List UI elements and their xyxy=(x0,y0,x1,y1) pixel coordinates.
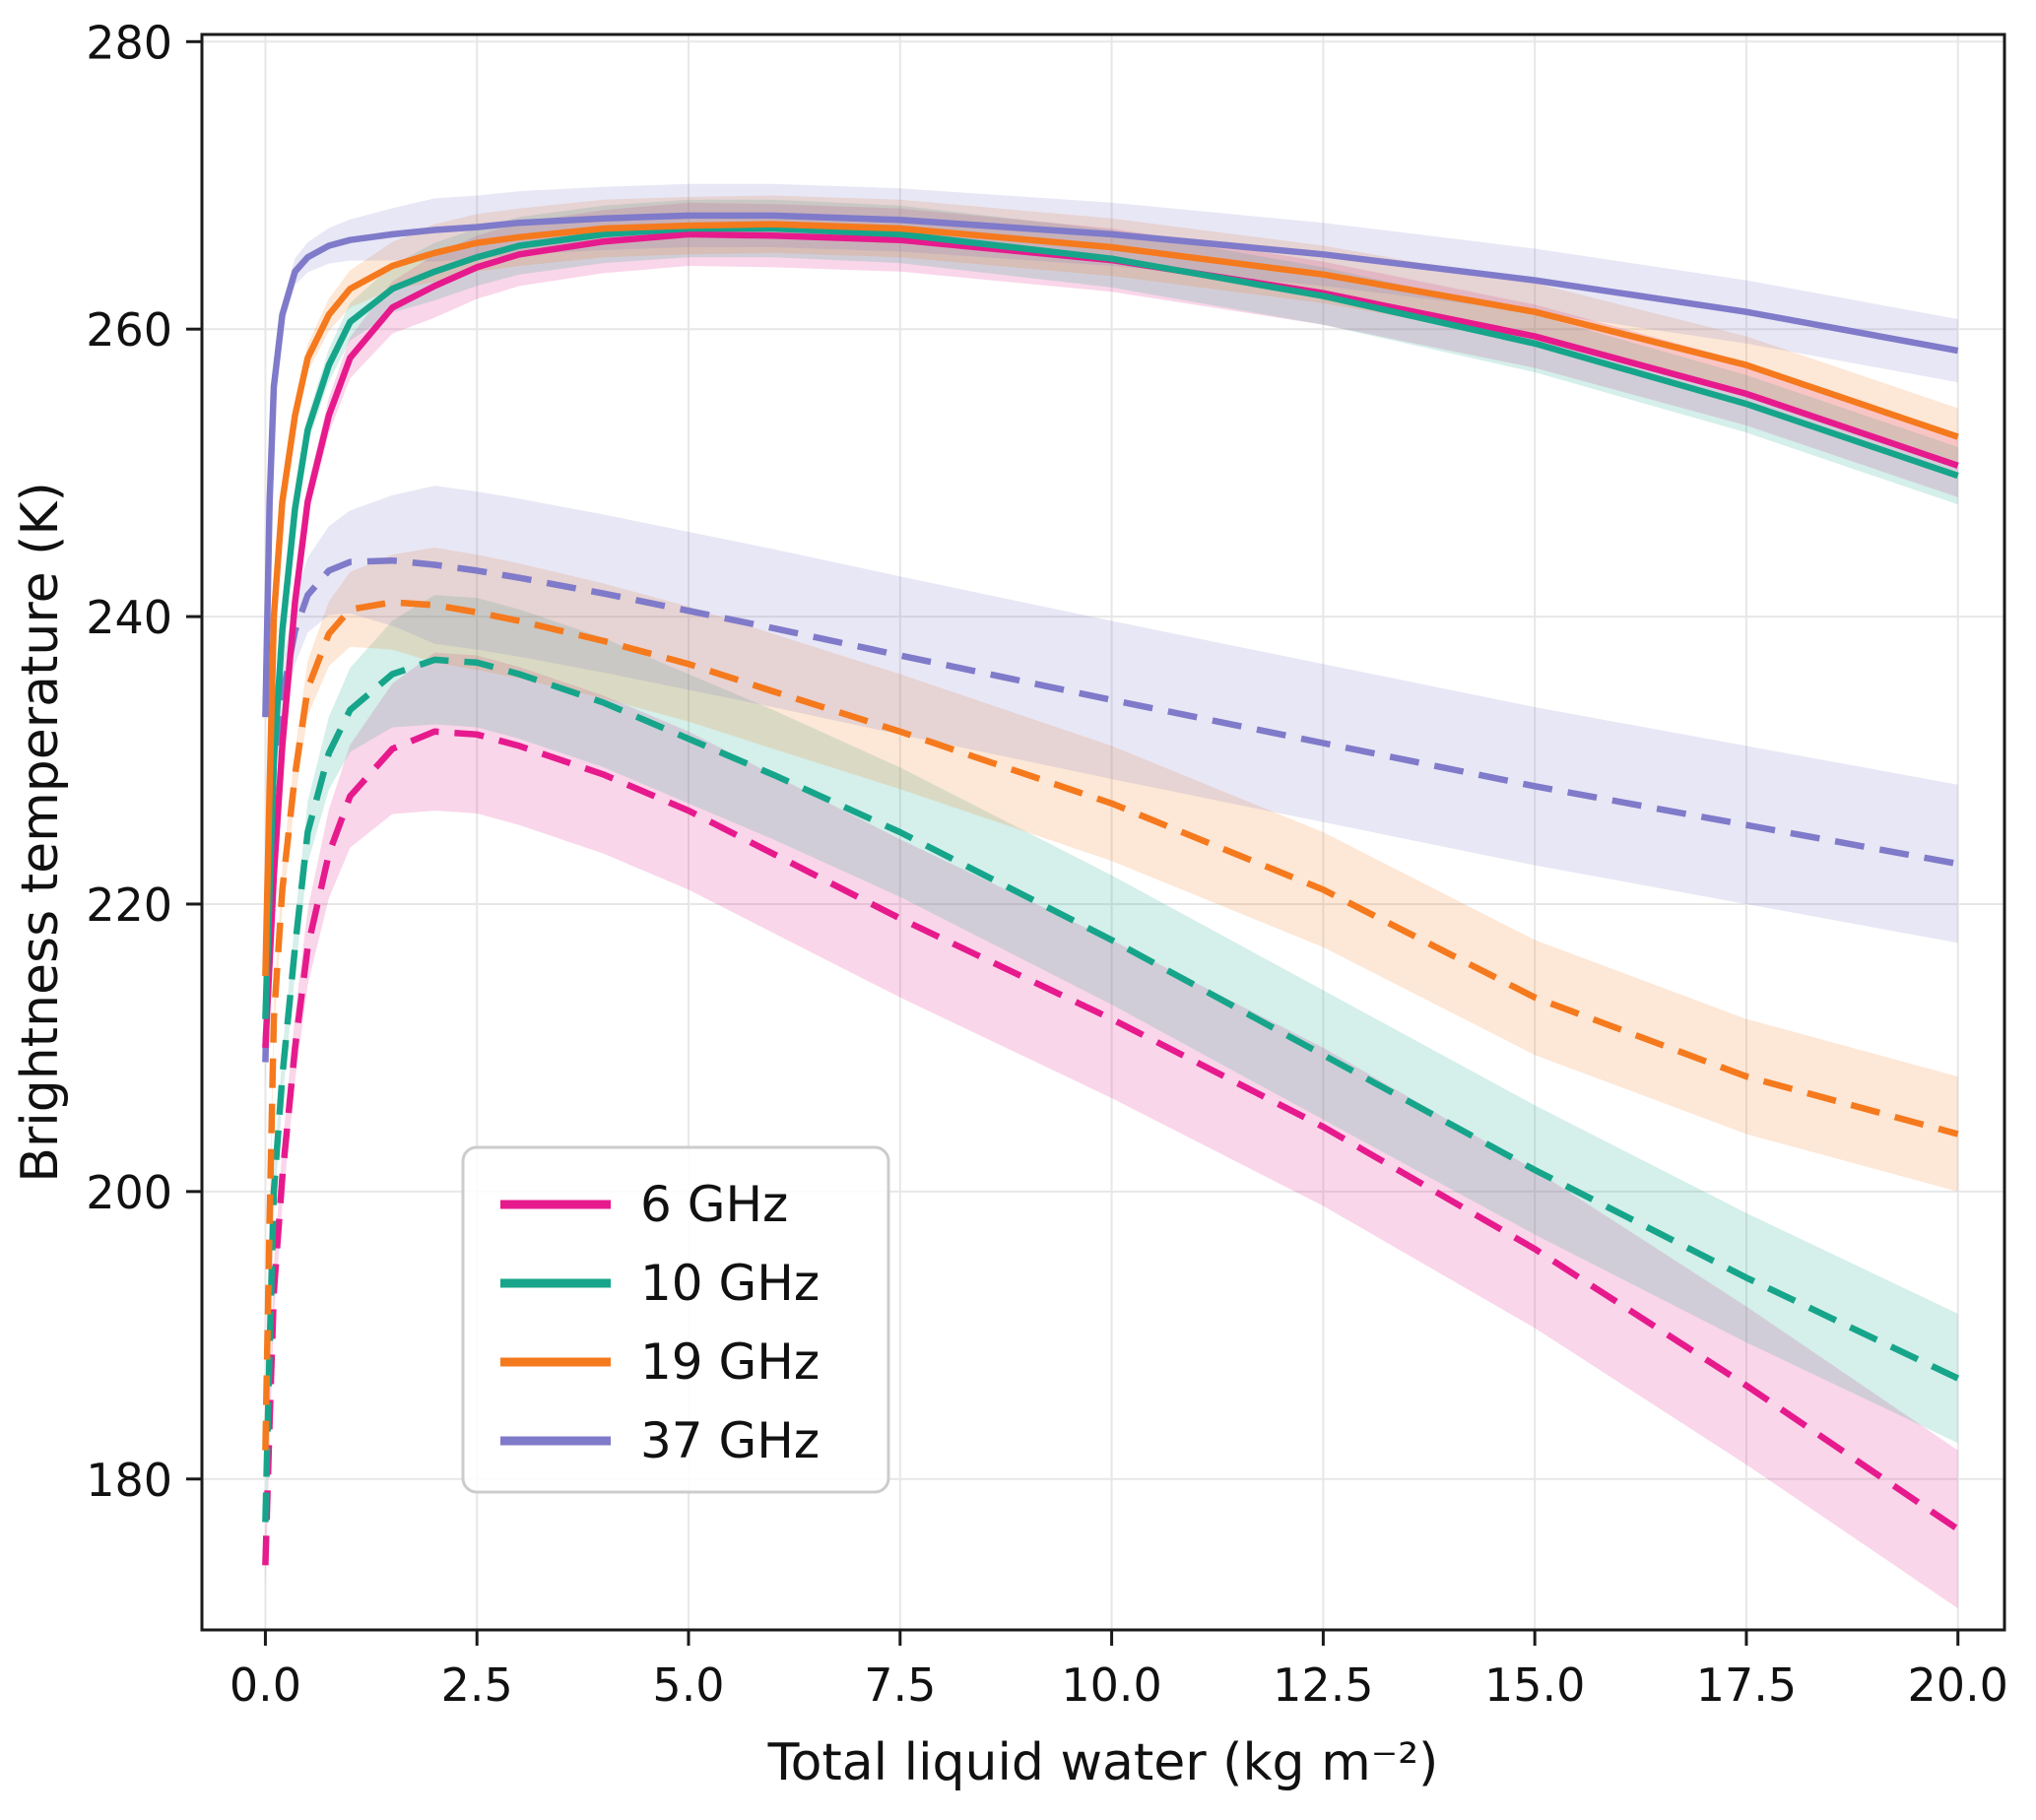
gridlines xyxy=(202,34,2004,1630)
axes-spines xyxy=(200,32,2006,1632)
line-19-ghz-dashed xyxy=(262,599,1959,1451)
x-tick-label: 15.0 xyxy=(1484,1658,1585,1712)
legend-label: 37 GHz xyxy=(640,1412,820,1469)
y-tick-label: 240 xyxy=(86,591,172,644)
legend-label: 6 GHz xyxy=(640,1176,788,1233)
x-tick-label: 17.5 xyxy=(1696,1658,1797,1712)
x-tick-label: 20.0 xyxy=(1908,1658,2008,1712)
band-10-ghz-solid xyxy=(265,199,1958,1028)
legend-box xyxy=(461,1145,890,1494)
y-tick-label: 280 xyxy=(86,16,172,69)
legend-item-37-ghz: 37 GHz xyxy=(500,1412,820,1469)
y-tick-label: 200 xyxy=(86,1166,172,1219)
x-tick-label: 0.0 xyxy=(230,1658,301,1712)
series-lines xyxy=(262,212,1960,1566)
legend-label: 10 GHz xyxy=(640,1255,820,1312)
line-10-ghz-dashed xyxy=(262,656,1960,1523)
legend: 6 GHz 10 GHz 19 GHz 37 GHz xyxy=(461,1145,890,1494)
x-tick-label: 5.0 xyxy=(652,1658,724,1712)
line-6-ghz-dashed xyxy=(262,728,1960,1566)
band-10-ghz-dashed xyxy=(265,595,1958,1542)
x-tick-label: 2.5 xyxy=(441,1658,513,1712)
band-37-ghz-dashed xyxy=(265,486,1958,1086)
x-tick-label: 7.5 xyxy=(864,1658,936,1712)
y-axis-label: Brightness temperature (K) xyxy=(11,482,70,1183)
line-37-ghz-solid xyxy=(262,212,1959,718)
band-37-ghz-solid xyxy=(265,183,1958,727)
x-tick-label: 10.0 xyxy=(1061,1658,1161,1712)
line-19-ghz-solid xyxy=(262,221,1959,976)
y-tick-label: 260 xyxy=(86,303,172,357)
legend-label: 19 GHz xyxy=(640,1333,820,1391)
band-19-ghz-dashed xyxy=(265,548,1958,1468)
legend-item-6-ghz: 6 GHz xyxy=(500,1176,788,1233)
legend-item-10-ghz: 10 GHz xyxy=(500,1255,820,1312)
line-10-ghz-solid xyxy=(262,225,1959,1019)
x-axis-label: Total liquid water (kg m⁻²) xyxy=(767,1733,1439,1792)
y-tick-label: 180 xyxy=(86,1454,172,1507)
legend-item-19-ghz: 19 GHz xyxy=(500,1333,820,1391)
y-tick-label: 220 xyxy=(86,878,172,932)
x-tick-label: 12.5 xyxy=(1273,1658,1373,1712)
band-6-ghz-dashed xyxy=(265,652,1958,1609)
tick-marks xyxy=(186,39,1960,1646)
